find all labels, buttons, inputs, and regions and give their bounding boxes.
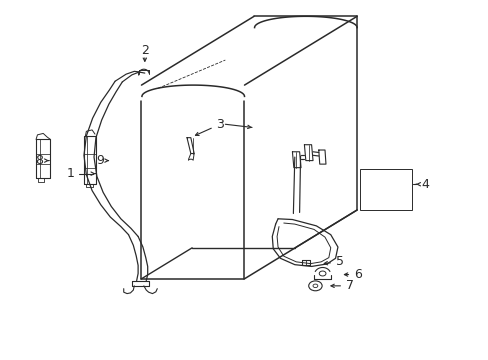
Bar <box>359 170 411 210</box>
Text: 6: 6 <box>354 268 362 281</box>
Text: 7: 7 <box>345 279 353 292</box>
Text: 3: 3 <box>215 118 223 131</box>
Text: 5: 5 <box>336 255 344 268</box>
Text: 9: 9 <box>96 154 103 167</box>
Text: 4: 4 <box>421 178 428 191</box>
Text: 8: 8 <box>35 154 43 167</box>
Text: 1: 1 <box>67 167 75 180</box>
Text: 2: 2 <box>141 44 148 57</box>
